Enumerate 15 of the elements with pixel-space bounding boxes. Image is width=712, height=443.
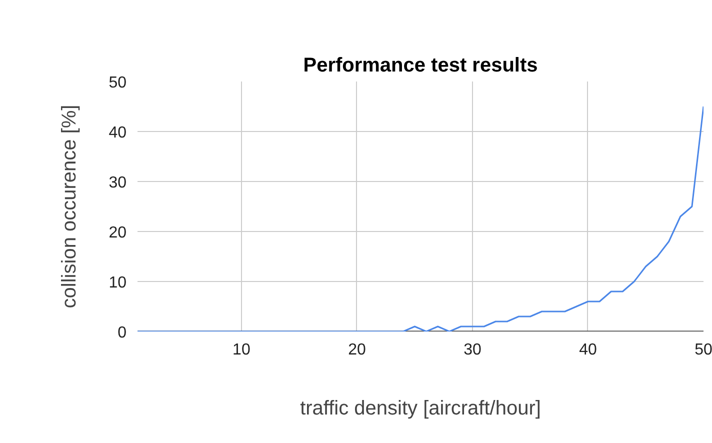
- chart-title: Performance test results: [303, 54, 538, 76]
- x-tick-label: 20: [348, 342, 366, 358]
- x-tick-label: 40: [579, 342, 597, 358]
- x-tick-label: 30: [464, 342, 482, 358]
- x-tick-label: 10: [232, 342, 250, 358]
- x-axis-title: traffic density [aircraft/hour]: [300, 398, 541, 420]
- line-series: [138, 106, 704, 332]
- y-tick-label: 50: [108, 74, 127, 92]
- y-tick-label: 30: [108, 174, 127, 192]
- y-axis-title: collision occurence [%]: [58, 104, 81, 308]
- y-tick-label: 20: [108, 224, 127, 242]
- x-tick-label: 50: [694, 342, 712, 358]
- y-tick-label: 10: [108, 274, 127, 292]
- y-tick-label: 40: [108, 124, 127, 142]
- y-tick-label: 0: [118, 324, 127, 342]
